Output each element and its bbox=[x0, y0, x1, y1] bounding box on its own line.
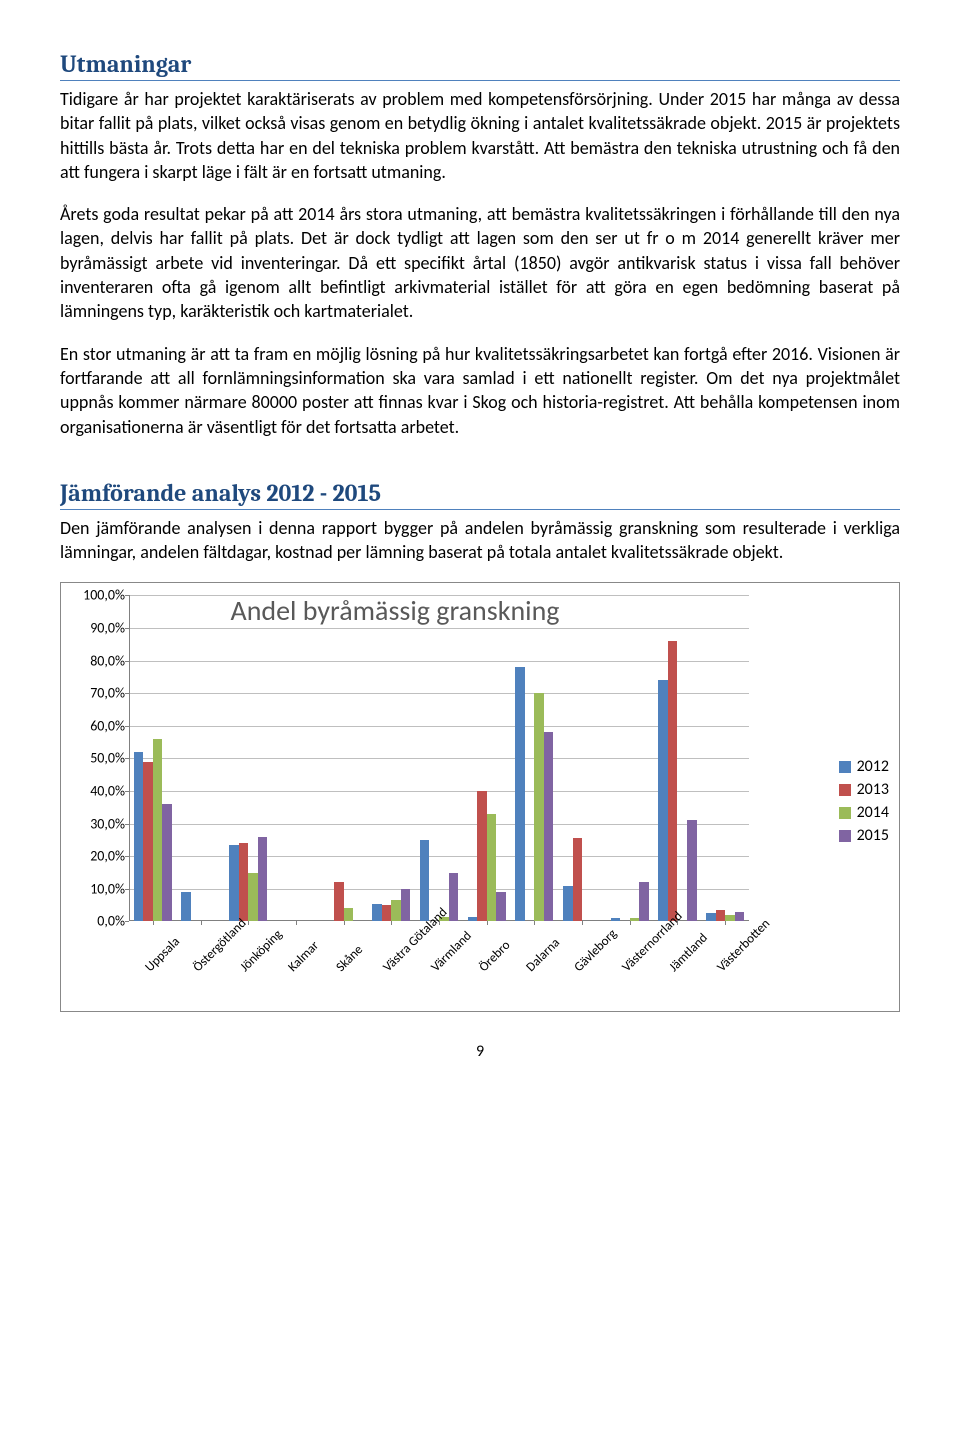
bar bbox=[258, 837, 268, 922]
bar bbox=[239, 843, 249, 921]
grid-line bbox=[129, 758, 749, 759]
x-tick-label: Dalarna bbox=[524, 936, 564, 976]
bar bbox=[639, 882, 649, 921]
y-tick-label: 60,0% bbox=[65, 717, 125, 734]
legend-label: 2012 bbox=[857, 757, 889, 776]
bar bbox=[611, 918, 621, 921]
paragraph: Årets goda resultat pekar på att 2014 år… bbox=[60, 202, 900, 323]
legend-swatch bbox=[839, 807, 851, 819]
bar bbox=[372, 904, 382, 922]
bar bbox=[668, 641, 678, 921]
legend-swatch bbox=[839, 830, 851, 842]
bar bbox=[544, 732, 554, 921]
y-tick-label: 10,0% bbox=[65, 880, 125, 897]
legend-label: 2015 bbox=[857, 826, 889, 845]
bar bbox=[401, 889, 411, 922]
page-number: 9 bbox=[60, 1042, 900, 1061]
y-tick-label: 0,0% bbox=[65, 913, 125, 930]
grid-line bbox=[129, 824, 749, 825]
grid-line bbox=[129, 889, 749, 890]
x-tick-label: Örebro bbox=[476, 938, 513, 975]
bar bbox=[706, 913, 716, 921]
legend-label: 2013 bbox=[857, 780, 889, 799]
y-tick-label: 40,0% bbox=[65, 783, 125, 800]
grid-line bbox=[129, 726, 749, 727]
legend-swatch bbox=[839, 761, 851, 773]
bar bbox=[449, 873, 459, 922]
legend-item: 2012 bbox=[839, 757, 889, 776]
bar bbox=[229, 845, 239, 922]
legend-item: 2013 bbox=[839, 780, 889, 799]
bar bbox=[515, 667, 525, 921]
grid-line bbox=[129, 628, 749, 629]
x-tick-label: Jönköping bbox=[238, 927, 286, 975]
bar bbox=[573, 838, 583, 921]
x-axis: UppsalaÖstergötlandJönköpingKalmarSkåneV… bbox=[129, 925, 749, 1011]
grid-line bbox=[129, 693, 749, 694]
legend: 2012 2013 2014 2015 bbox=[839, 753, 889, 849]
paragraph: Tidigare år har projektet karaktäriserat… bbox=[60, 87, 900, 184]
x-tick-label: Uppsala bbox=[142, 935, 183, 976]
legend-label: 2014 bbox=[857, 803, 889, 822]
grid-line bbox=[129, 595, 749, 596]
legend-item: 2014 bbox=[839, 803, 889, 822]
bar bbox=[334, 882, 344, 921]
x-tick-label: Jämtland bbox=[667, 931, 711, 975]
bar bbox=[487, 814, 497, 922]
x-tick-label: Värmland bbox=[428, 929, 474, 975]
heading-jamforande: Jämförande analys 2012 - 2015 bbox=[60, 479, 900, 510]
y-tick-label: 90,0% bbox=[65, 620, 125, 637]
bar bbox=[391, 900, 401, 921]
bar bbox=[181, 892, 191, 921]
bar bbox=[534, 693, 544, 921]
y-tick-label: 100,0% bbox=[65, 587, 125, 604]
y-tick-label: 80,0% bbox=[65, 652, 125, 669]
bar bbox=[658, 680, 668, 921]
y-axis: 0,0%10,0%20,0%30,0%40,0%50,0%60,0%70,0%8… bbox=[61, 595, 129, 921]
y-tick-label: 30,0% bbox=[65, 815, 125, 832]
chart-andel-byramassig: Andel byråmässig granskning 0,0%10,0%20,… bbox=[60, 582, 900, 1012]
bar bbox=[496, 892, 506, 921]
paragraph: Den jämförande analysen i denna rapport … bbox=[60, 516, 900, 565]
legend-item: 2015 bbox=[839, 826, 889, 845]
bar bbox=[563, 886, 573, 922]
legend-swatch bbox=[839, 784, 851, 796]
grid-line bbox=[129, 791, 749, 792]
y-tick-label: 50,0% bbox=[65, 750, 125, 767]
grid-line bbox=[129, 661, 749, 662]
bar bbox=[716, 910, 726, 921]
heading-utmaningar: Utmaningar bbox=[60, 50, 900, 81]
bar bbox=[344, 908, 354, 921]
bar bbox=[477, 791, 487, 921]
bar bbox=[153, 739, 163, 922]
x-tick-label: Kalmar bbox=[285, 939, 322, 976]
x-tick-label: Gävleborg bbox=[571, 927, 620, 976]
bar bbox=[468, 917, 478, 922]
bar bbox=[162, 804, 172, 921]
bar bbox=[420, 840, 430, 922]
bar bbox=[630, 918, 640, 921]
bar bbox=[248, 873, 258, 922]
bar bbox=[725, 915, 735, 922]
bar bbox=[687, 820, 697, 921]
x-tick-label: Västerbotten bbox=[715, 917, 774, 976]
y-tick-label: 70,0% bbox=[65, 685, 125, 702]
grid-line bbox=[129, 856, 749, 857]
paragraph: En stor utmaning är att ta fram en möjli… bbox=[60, 342, 900, 439]
x-tick-label: Skåne bbox=[333, 943, 366, 976]
bar bbox=[735, 912, 745, 922]
bar bbox=[134, 752, 144, 922]
bar bbox=[143, 762, 153, 922]
y-tick-label: 20,0% bbox=[65, 848, 125, 865]
bar bbox=[382, 905, 392, 921]
plot-area bbox=[129, 595, 749, 921]
